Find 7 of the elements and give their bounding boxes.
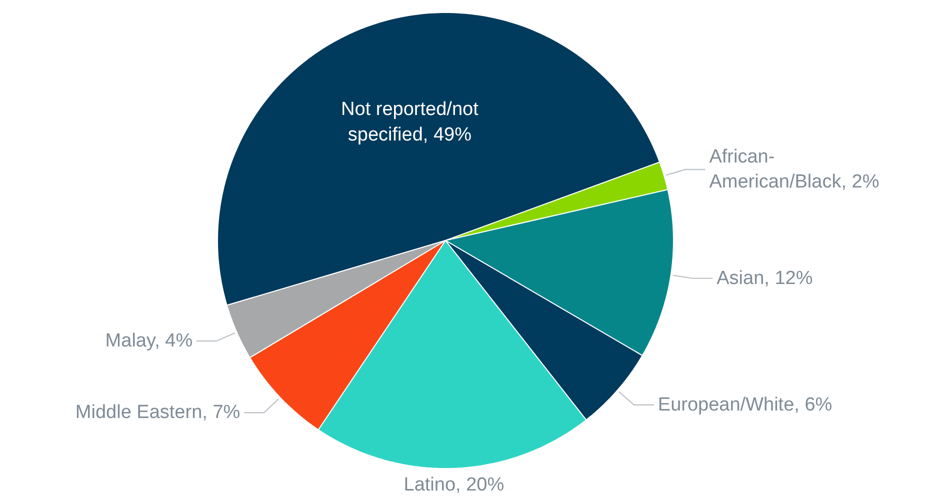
slice-label: Asian, 12% <box>716 268 813 289</box>
slice-label: Middle Eastern, 7% <box>75 402 240 424</box>
slice-label: Malay, 4% <box>105 330 193 352</box>
slice-label: Not reported/not specified, 49% <box>341 99 480 146</box>
slice-label: European/White, 6% <box>658 394 832 416</box>
slice-label: African-American/Black, 2% <box>709 146 880 193</box>
slice-label: Latino, 20% <box>404 474 504 496</box>
